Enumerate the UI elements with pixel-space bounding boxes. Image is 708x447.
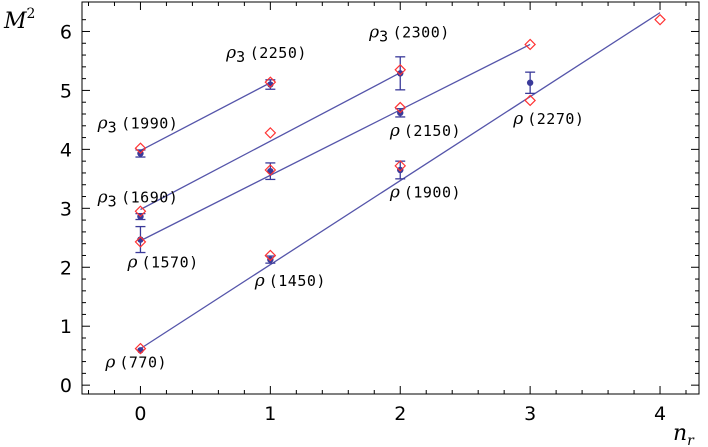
theory-point — [264, 127, 277, 139]
theory-point — [524, 94, 536, 107]
state-annotations: ρ (770) ρ (1450) ρ (1900) ρ (2270) ρ (1570) ρ (2150… — [97, 22, 584, 372]
state-label: ρ (2270) — [512, 109, 584, 129]
experimental-marker — [397, 166, 404, 174]
experimental-point — [135, 225, 146, 254]
state-label: ρ3 (1690) — [97, 187, 179, 210]
trajectory-line — [140, 72, 401, 211]
x-tick-label: 2 — [394, 403, 406, 425]
x-tick-label: 0 — [134, 403, 146, 425]
y-tick-label: 2 — [60, 257, 72, 279]
trajectory-line — [140, 82, 271, 152]
theory-points — [134, 13, 666, 355]
experimental-point — [265, 255, 276, 264]
y-tick-label: 5 — [60, 80, 72, 102]
y-tick-label: 0 — [60, 375, 72, 397]
y-tick-label: 3 — [60, 198, 72, 220]
experimental-marker — [526, 79, 534, 86]
experimental-marker — [267, 256, 274, 263]
trajectory-line — [140, 43, 531, 242]
theory-point — [394, 160, 407, 172]
experimental-marker — [397, 70, 404, 77]
x-tick-label: 4 — [654, 403, 666, 425]
theory-point — [394, 63, 407, 76]
y-tick-label: 4 — [60, 139, 72, 161]
state-label: ρ (1570) — [126, 252, 198, 272]
state-label: ρ3 (1990) — [97, 114, 179, 137]
axis-ticks: 0 1 2 3 4 0 1 2 3 4 5 6 — [60, 2, 699, 425]
x-axis-label: nr — [673, 421, 695, 447]
theory-point — [264, 164, 277, 176]
theory-point — [654, 13, 666, 26]
theory-point — [134, 342, 147, 355]
experimental-point — [525, 71, 536, 95]
state-label: ρ (1900) — [389, 183, 461, 203]
theory-point — [524, 38, 536, 51]
theory-point — [134, 142, 147, 155]
theory-point — [264, 249, 277, 262]
state-label: ρ3 (2250) — [225, 43, 307, 66]
experimental-points — [135, 56, 536, 354]
theory-point — [134, 236, 147, 248]
theory-point — [134, 205, 147, 218]
y-axis-label: M2 — [3, 6, 35, 34]
trajectory-lines — [140, 12, 661, 350]
x-tick-label: 1 — [264, 403, 276, 425]
state-label: ρ (2150) — [389, 121, 461, 141]
y-tick-label: 6 — [60, 21, 72, 43]
theory-point — [264, 76, 277, 89]
plot-frame — [81, 1, 700, 395]
state-label: ρ (770) — [104, 352, 167, 372]
state-label: ρ (1450) — [254, 271, 326, 291]
trajectory-line — [140, 12, 661, 350]
theory-point — [394, 101, 407, 114]
state-label: ρ3 (2300) — [368, 22, 450, 45]
y-tick-label: 1 — [60, 316, 72, 338]
experimental-point — [395, 56, 406, 91]
x-tick-label: 3 — [524, 403, 536, 425]
